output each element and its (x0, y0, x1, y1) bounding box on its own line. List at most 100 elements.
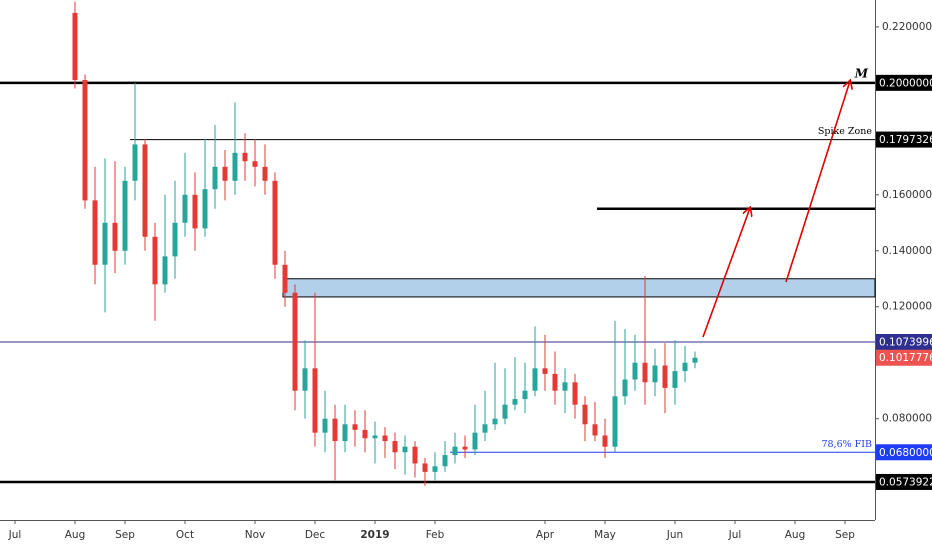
price-tag (876, 74, 932, 91)
candle-body (422, 463, 428, 472)
price-tag (876, 473, 932, 490)
price-tag (876, 349, 932, 366)
candle-body (692, 357, 698, 363)
price-tag-label: 0.10739960 (879, 337, 932, 349)
level-note: Spike Zone (818, 126, 872, 137)
candle-body (652, 365, 658, 383)
candle-body (352, 424, 358, 430)
candle-body (612, 396, 618, 447)
x-tick-label: Sep (115, 529, 135, 541)
candle-body (282, 264, 288, 293)
candle-body (582, 404, 588, 425)
candle-body (382, 435, 388, 442)
x-tick-label: Feb (426, 529, 445, 541)
x-tick-label: Oct (176, 529, 194, 541)
y-tick-label: 0.08000000 (882, 413, 932, 425)
candle-body (252, 161, 258, 167)
candle-body (122, 180, 128, 251)
candle-body (512, 399, 518, 405)
candle-body (272, 180, 278, 265)
candle-body (202, 189, 208, 229)
plot-area: M Spike Zone 78,6% FIB (0, 1, 876, 486)
candle-body (172, 222, 178, 257)
candle-body (152, 236, 158, 285)
candle-body (82, 80, 88, 201)
price-tag-label: 0.20000000 (879, 77, 932, 89)
candle-body (392, 441, 398, 453)
candle-body (232, 152, 238, 181)
candle-body (162, 256, 168, 285)
price-tag-label: 0.05739224 (879, 476, 932, 488)
price-tag-label: 0.10177765 (879, 352, 932, 364)
x-tick-label: 2019 (360, 529, 389, 541)
candle-body (672, 371, 678, 388)
candle-body (372, 435, 378, 439)
x-tick-label: Aug (785, 529, 806, 541)
candle-body (402, 446, 408, 453)
y-tick-label: 0.16000000 (882, 189, 932, 201)
projection-arrow (702, 208, 750, 338)
candle-body (482, 424, 488, 433)
candle-body (562, 382, 568, 391)
candle-body (532, 368, 538, 391)
x-tick-label: Aug (65, 529, 86, 541)
y-tick-label: 0.14000000 (882, 245, 932, 257)
price-tag (876, 444, 932, 461)
candle-body (182, 194, 188, 223)
price-tag-label: 0.17973269 (879, 134, 932, 146)
candle-body (662, 365, 668, 388)
candle-body (682, 362, 688, 372)
x-tick-label: Jul (8, 529, 22, 541)
y-tick-label: 0.22000000 (882, 21, 932, 33)
candle-body (302, 368, 308, 391)
candle-body (112, 222, 118, 251)
x-tick-label: Dec (305, 529, 326, 541)
candle-body (262, 166, 268, 181)
candle-body (472, 432, 478, 450)
candle-body (192, 194, 198, 229)
candle-body (142, 144, 148, 237)
x-tick-label: Nov (245, 529, 266, 541)
candle-body (542, 368, 548, 374)
y-tick-label: 0.12000000 (882, 301, 932, 313)
candle-body (342, 424, 348, 442)
candle-body (452, 446, 458, 456)
price-tag (876, 131, 932, 148)
x-tick-label: Jul (728, 529, 742, 541)
candle-body (622, 379, 628, 397)
candle-body (602, 435, 608, 447)
projection-arrow (785, 81, 850, 283)
price-tag-label: 0.06800000 (879, 447, 932, 459)
candle-body (642, 362, 648, 383)
candle-body (222, 166, 228, 181)
candle-body (332, 418, 338, 442)
price-tag (876, 334, 932, 351)
candle-body (72, 12, 78, 81)
candle-body (432, 466, 438, 472)
candle-body (102, 222, 108, 265)
candle-body (412, 446, 418, 464)
x-tick-label: May (594, 529, 616, 541)
x-tick-label: Apr (536, 529, 555, 541)
candle-body (592, 424, 598, 436)
candle-body (292, 292, 298, 391)
candle-body (502, 404, 508, 419)
level-note: 78,6% FIB (821, 439, 872, 450)
candle-body (522, 390, 528, 400)
candle-body (572, 382, 578, 405)
candle-body (362, 429, 368, 439)
level-note: M (854, 66, 869, 80)
candle-body (322, 418, 328, 433)
x-tick-label: Sep (835, 529, 855, 541)
x-tick-label: Jun (666, 529, 683, 541)
candle-body (242, 152, 248, 162)
candle-body (212, 166, 218, 190)
candle-body (462, 446, 468, 450)
candle-body (92, 200, 98, 265)
price-axis: 0.22000000 0.16000000 0.14000000 0.12000000… (875, 21, 932, 490)
candle-body (552, 373, 558, 391)
candle-body (312, 368, 318, 433)
candle-body (132, 144, 138, 181)
